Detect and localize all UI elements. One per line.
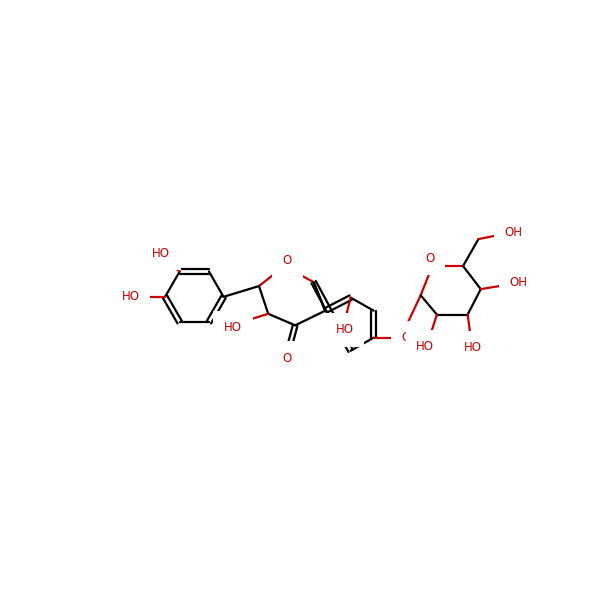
Text: HO: HO — [464, 341, 482, 354]
Text: O: O — [425, 252, 434, 265]
Text: HO: HO — [122, 290, 140, 304]
Text: OH: OH — [505, 226, 523, 239]
Text: HO: HO — [224, 321, 242, 334]
Text: O: O — [401, 331, 410, 344]
Text: HO: HO — [335, 323, 353, 337]
Text: HO: HO — [152, 247, 170, 260]
Text: OH: OH — [509, 277, 527, 289]
Text: O: O — [283, 254, 292, 267]
Text: HO: HO — [416, 340, 434, 353]
Text: O: O — [283, 352, 292, 365]
